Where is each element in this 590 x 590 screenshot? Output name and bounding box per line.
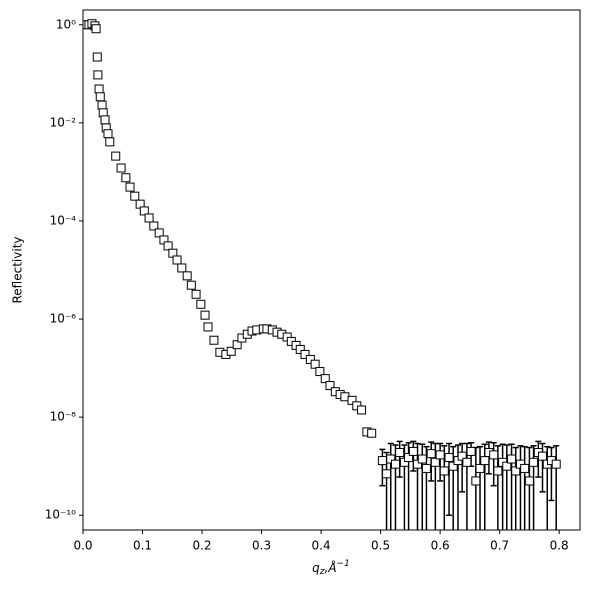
x-tick-label: 0.8 (550, 539, 569, 553)
x-label-sup: −1 (337, 559, 350, 569)
marker (524, 476, 534, 486)
marker (144, 213, 154, 223)
x-tick-label: 0.2 (192, 539, 211, 553)
marker (404, 453, 414, 463)
y-tick-label: 10⁻¹⁰ (45, 508, 76, 522)
y-tick-label: 10⁻⁴ (50, 213, 77, 227)
marker (435, 450, 445, 460)
marker (305, 354, 315, 364)
marker (408, 446, 418, 456)
y-axis-label: Reflectivity (11, 236, 25, 303)
marker (111, 151, 121, 161)
marker (377, 456, 387, 466)
marker (94, 84, 104, 94)
marker (100, 115, 110, 125)
marker (310, 359, 320, 369)
marker (480, 456, 490, 466)
x-label-sub: z (319, 567, 325, 577)
marker (471, 476, 481, 486)
marker (390, 459, 400, 469)
marker (203, 322, 213, 332)
marker (300, 349, 310, 359)
marker (417, 454, 427, 464)
marker (430, 457, 440, 467)
x-axis-label: qz,Å−1 (312, 559, 350, 577)
plot-area (83, 19, 561, 530)
x-tick-label: 0.3 (252, 539, 271, 553)
marker (295, 344, 305, 354)
marker (551, 459, 561, 469)
marker (426, 449, 436, 459)
marker (116, 163, 126, 173)
marker (444, 453, 454, 463)
marker (209, 335, 219, 345)
marker (529, 457, 539, 467)
x-tick-label: 0.7 (490, 539, 509, 553)
marker (172, 255, 182, 265)
y-tick-label: 10⁻⁸ (50, 410, 77, 424)
axes-frame (82, 9, 581, 531)
marker (93, 70, 103, 80)
marker (125, 182, 135, 192)
marker (226, 346, 236, 356)
marker (130, 191, 140, 201)
marker (357, 405, 367, 415)
marker (196, 299, 206, 309)
marker (421, 463, 431, 473)
x-tick-label: 0.4 (312, 539, 331, 553)
marker (502, 461, 512, 471)
marker (200, 310, 210, 320)
marker (382, 469, 392, 479)
marker (462, 457, 472, 467)
marker (493, 466, 503, 476)
marker (466, 446, 476, 456)
marker (97, 100, 107, 110)
marker (448, 461, 458, 471)
marker (182, 271, 192, 281)
marker (507, 454, 517, 464)
marker (95, 92, 105, 102)
marker (511, 466, 521, 476)
marker (177, 263, 187, 273)
marker (347, 395, 357, 405)
y-tick-label: 10⁻⁶ (50, 312, 77, 326)
marker (367, 428, 377, 438)
marker (520, 463, 530, 473)
marker (325, 381, 335, 391)
x-tick-label: 0.5 (371, 539, 390, 553)
marker (103, 129, 113, 139)
marker (538, 451, 548, 461)
x-label-rest: ,Å (325, 560, 337, 575)
x-tick-label: 0.0 (73, 539, 92, 553)
marker (121, 173, 131, 183)
marker (139, 206, 149, 216)
marker (395, 448, 405, 458)
marker (320, 374, 330, 384)
marker (475, 463, 485, 473)
marker (232, 340, 242, 350)
marker (413, 459, 423, 469)
y-tick-label: 10⁻² (50, 115, 77, 129)
marker (386, 454, 396, 464)
marker (149, 221, 159, 231)
marker (191, 289, 201, 299)
marker (92, 52, 102, 62)
marker (439, 466, 449, 476)
marker (315, 367, 325, 377)
x-tick-label: 0.6 (431, 539, 450, 553)
y-tick-label: 10⁰ (56, 17, 76, 31)
marker (91, 24, 101, 34)
x-tick-label: 0.1 (133, 539, 152, 553)
x-label-base: q (312, 561, 320, 575)
marker (163, 241, 173, 251)
marker (105, 137, 115, 147)
marker (457, 451, 467, 461)
marker (154, 228, 164, 238)
marker (489, 450, 499, 460)
marker (186, 280, 196, 290)
